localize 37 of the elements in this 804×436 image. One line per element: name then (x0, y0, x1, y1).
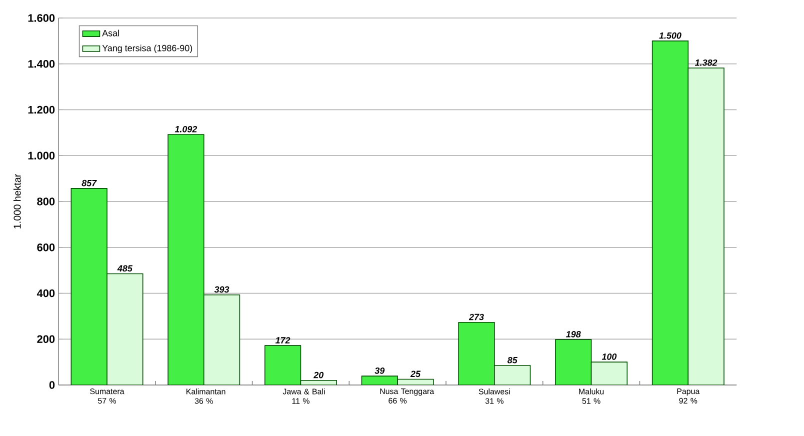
y-tick-label: 200 (37, 335, 55, 344)
bar (106, 273, 144, 385)
y-tick-label: 400 (36, 289, 55, 298)
data-label: 485 (117, 265, 133, 272)
bar (555, 339, 592, 385)
data-label: 198 (566, 331, 581, 338)
bar (494, 365, 531, 385)
data-label: 172 (275, 337, 290, 344)
y-tick-label: 1.400 (28, 60, 55, 68)
bar (264, 345, 302, 385)
data-label: 857 (82, 180, 97, 186)
y-tick-label: 1.000 (28, 152, 55, 160)
y-tick-label: 0 (49, 381, 55, 389)
y-tick-label: 1.600 (28, 14, 55, 22)
bar (652, 40, 689, 385)
bar (688, 68, 724, 385)
y-tick-label: 1.200 (28, 106, 55, 114)
data-label: 25 (410, 370, 421, 378)
y-tick-label: 800 (37, 198, 55, 206)
legend-label: Asal (102, 30, 119, 36)
data-label: 273 (468, 314, 484, 320)
bar (70, 188, 108, 385)
bar (168, 134, 204, 385)
data-label: 85 (507, 356, 518, 364)
data-label: 1.500 (659, 32, 682, 39)
data-label: 393 (214, 286, 230, 293)
data-label: 1.092 (174, 126, 198, 132)
bar (203, 294, 240, 385)
data-label: 1.382 (694, 59, 718, 66)
bar (590, 362, 628, 385)
data-label: 39 (374, 368, 385, 374)
legend-label: Yang tersisa (1986-90) (102, 44, 192, 54)
data-label: 20 (314, 372, 324, 378)
data-label: 100 (602, 354, 617, 360)
y-axis-title: 1.000 hektar (13, 174, 21, 228)
y-tick-label: 600 (37, 244, 55, 252)
bar (458, 322, 495, 385)
